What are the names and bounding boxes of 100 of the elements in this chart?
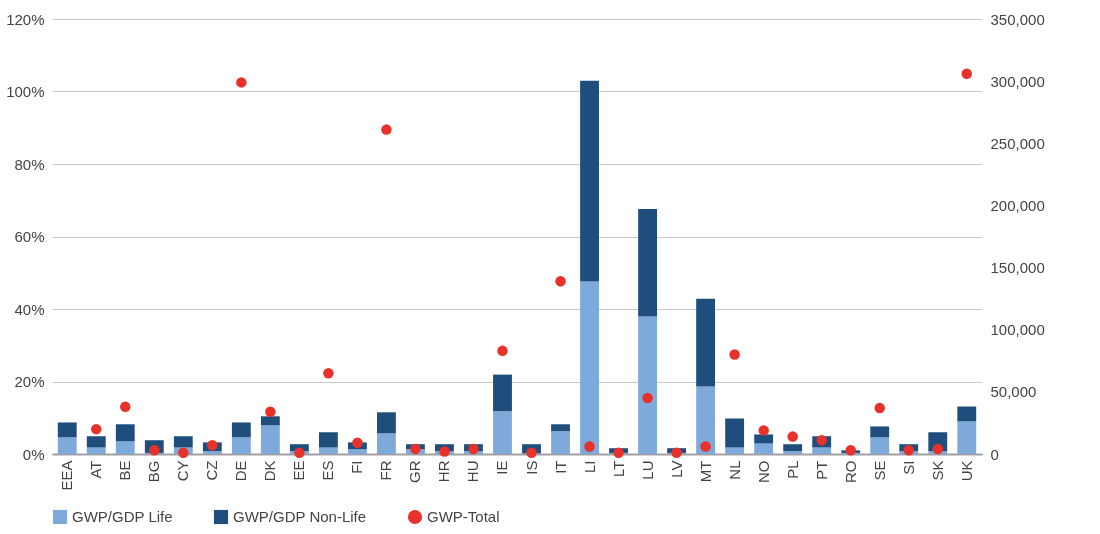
y-tick-label: 0% (22, 445, 45, 463)
x-tick-label: UK (957, 460, 975, 482)
point (642, 392, 653, 404)
x-tick-label: IS (522, 460, 540, 475)
bar (57, 422, 77, 438)
x-tick-label: MT (696, 460, 714, 483)
point (468, 443, 479, 455)
bar (57, 437, 77, 454)
point (439, 446, 450, 457)
bar (870, 437, 890, 454)
bar (260, 416, 280, 426)
point (294, 447, 305, 458)
y2-tick-label: 50,000 (990, 383, 1037, 401)
bar (754, 443, 774, 454)
bar (696, 298, 716, 387)
bar (580, 80, 599, 282)
point (91, 423, 102, 435)
point (410, 443, 421, 455)
x-tick-label: LV (667, 460, 685, 478)
y-tick-label: 20% (14, 373, 45, 390)
x-tick-label: FI (348, 460, 366, 474)
x-tick-label: DK (261, 460, 279, 482)
bar (493, 374, 512, 412)
bar (86, 447, 106, 454)
point (265, 406, 276, 417)
point (758, 425, 769, 436)
bar (696, 386, 716, 454)
bar (783, 451, 803, 454)
bar (725, 447, 745, 454)
x-tick-label: NO (754, 460, 772, 483)
y-tick-label: 100% (6, 83, 45, 100)
point (700, 441, 711, 452)
point (671, 447, 682, 458)
y-tick-label: 40% (14, 300, 45, 318)
x-tick-label: BE (116, 460, 134, 481)
x-tick-label: SK (928, 460, 946, 481)
x-tick-label: LU (638, 460, 656, 480)
x-tick-label: SE (870, 460, 888, 481)
x-tick-label: GR (406, 460, 424, 483)
x-tick-label: LT (609, 460, 627, 477)
x-tick-label: FR (377, 460, 395, 481)
bar (115, 424, 135, 442)
point (178, 447, 189, 458)
bar (376, 412, 396, 434)
point (932, 443, 943, 455)
bar (202, 451, 222, 454)
x-tick-label: DE (232, 460, 250, 482)
bar (638, 208, 658, 317)
x-tick-label: IT (551, 460, 569, 474)
bar (376, 433, 396, 454)
point (903, 445, 914, 456)
point (584, 441, 595, 452)
point (497, 345, 508, 357)
point (874, 402, 885, 414)
bar (318, 447, 338, 454)
bar (551, 424, 570, 432)
x-tick-label: EE (290, 460, 308, 481)
y-tick-label: 60% (14, 228, 45, 245)
bar (551, 431, 570, 454)
point (120, 401, 131, 413)
point (845, 445, 856, 456)
x-tick-label: PL (783, 460, 801, 479)
x-tick-label: RO (841, 460, 859, 483)
legend-label: GWP/GDP Non-Life (233, 508, 367, 525)
y2-tick-label: 300,000 (990, 72, 1045, 90)
bar (173, 436, 193, 448)
y2-tick-label: 200,000 (990, 196, 1045, 214)
x-tick-label: SI (899, 460, 917, 475)
point (236, 77, 247, 88)
x-tick-label: CZ (203, 460, 221, 481)
legend-label: GWP/GDP Life (72, 508, 173, 525)
x-tick-label: PT (812, 460, 830, 480)
x-tick-label: CY (174, 460, 192, 482)
x-tick-label: NL (725, 460, 743, 480)
x-tick-label: AT (87, 460, 105, 479)
point (381, 124, 392, 135)
y2-tick-label: 100,000 (990, 321, 1045, 339)
bar (86, 436, 106, 448)
bar (231, 437, 251, 454)
bar (580, 281, 599, 454)
bar (783, 444, 803, 452)
point (526, 447, 537, 458)
y-tick-label: 120% (6, 10, 45, 28)
y2-tick-label: 350,000 (990, 10, 1045, 28)
x-tick-label: HU (464, 460, 482, 483)
bar (725, 418, 745, 448)
bar (754, 434, 774, 444)
bar (812, 447, 832, 454)
point (729, 349, 740, 360)
bar (318, 432, 338, 448)
point (787, 431, 798, 442)
point (207, 440, 218, 451)
x-tick-label: IE (493, 460, 511, 475)
x-tick-label: ES (319, 460, 337, 481)
x-tick-label: HR (435, 460, 453, 483)
legend-label: GWP-Total (427, 508, 500, 525)
bar (115, 441, 135, 454)
point (555, 276, 566, 287)
x-tick-label: LI (580, 460, 598, 474)
point (961, 68, 973, 79)
